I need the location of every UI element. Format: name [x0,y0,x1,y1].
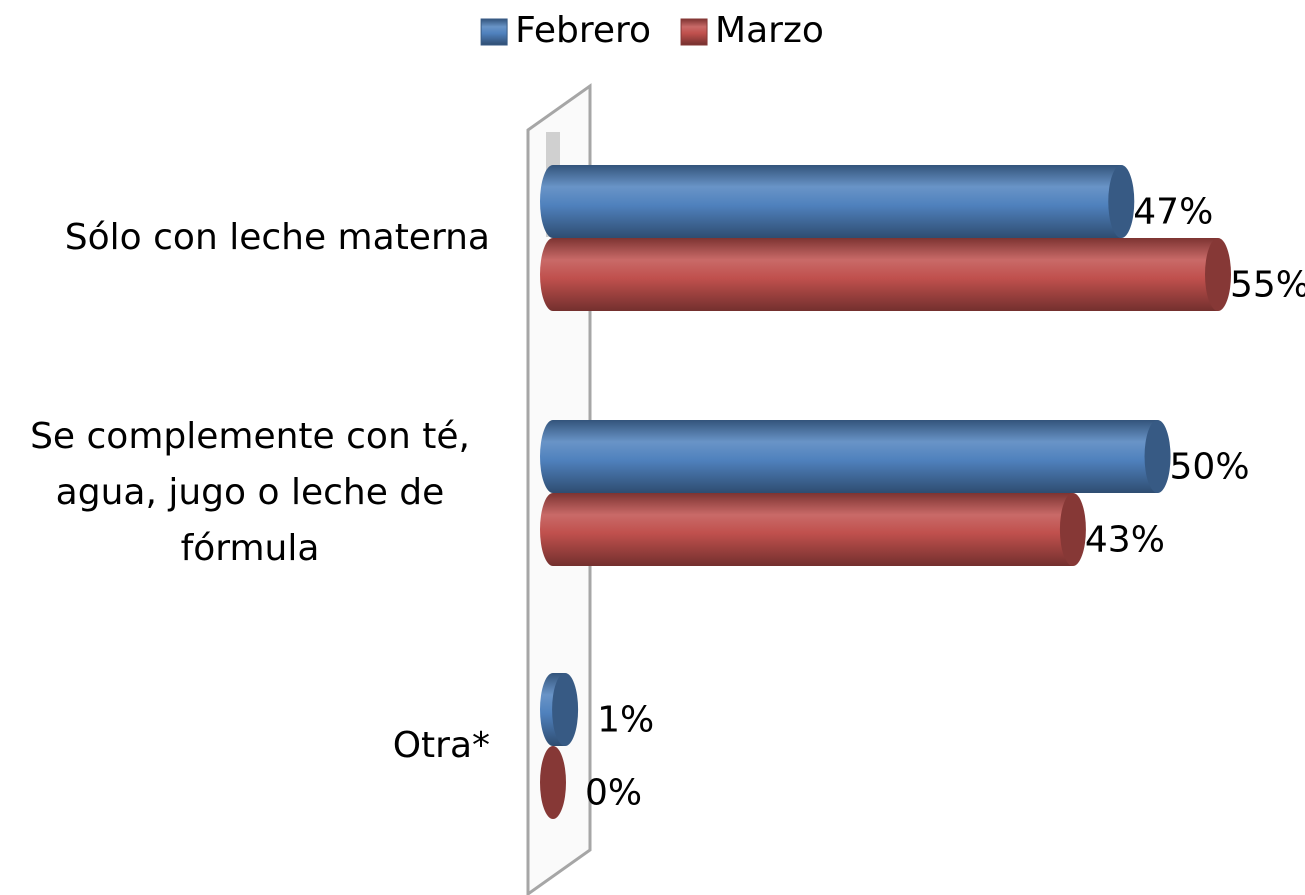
bar [540,238,1231,311]
bar-cap [540,746,566,819]
bar-body [553,420,1158,493]
category-label: Se complemente con té, agua, jugo o lech… [30,416,470,569]
bar [540,165,1135,238]
bar [540,420,1171,493]
category-label: Otra* [392,725,490,766]
value-label: 50% [1170,447,1250,488]
value-label: 1% [597,700,654,741]
bar-cap [552,673,579,746]
value-label: 55% [1230,265,1305,306]
legend-swatch [480,18,508,46]
bar-cap [1059,493,1086,566]
value-label: 43% [1085,520,1165,561]
bar-body [553,238,1218,311]
legend-swatch [680,18,708,46]
bar [540,673,579,746]
legend-label: Febrero [515,10,651,51]
value-label: 47% [1133,192,1213,233]
category-label: Sólo con leche materna [64,217,490,258]
legend-label: Marzo [715,10,824,51]
bar [540,746,566,819]
value-label: 0% [585,773,642,814]
bar-cap [1205,238,1231,311]
bar [540,493,1086,566]
bar-cap [1108,165,1135,238]
bar-body [553,493,1073,566]
bar-cap [1144,420,1171,493]
bar-body [553,165,1122,238]
